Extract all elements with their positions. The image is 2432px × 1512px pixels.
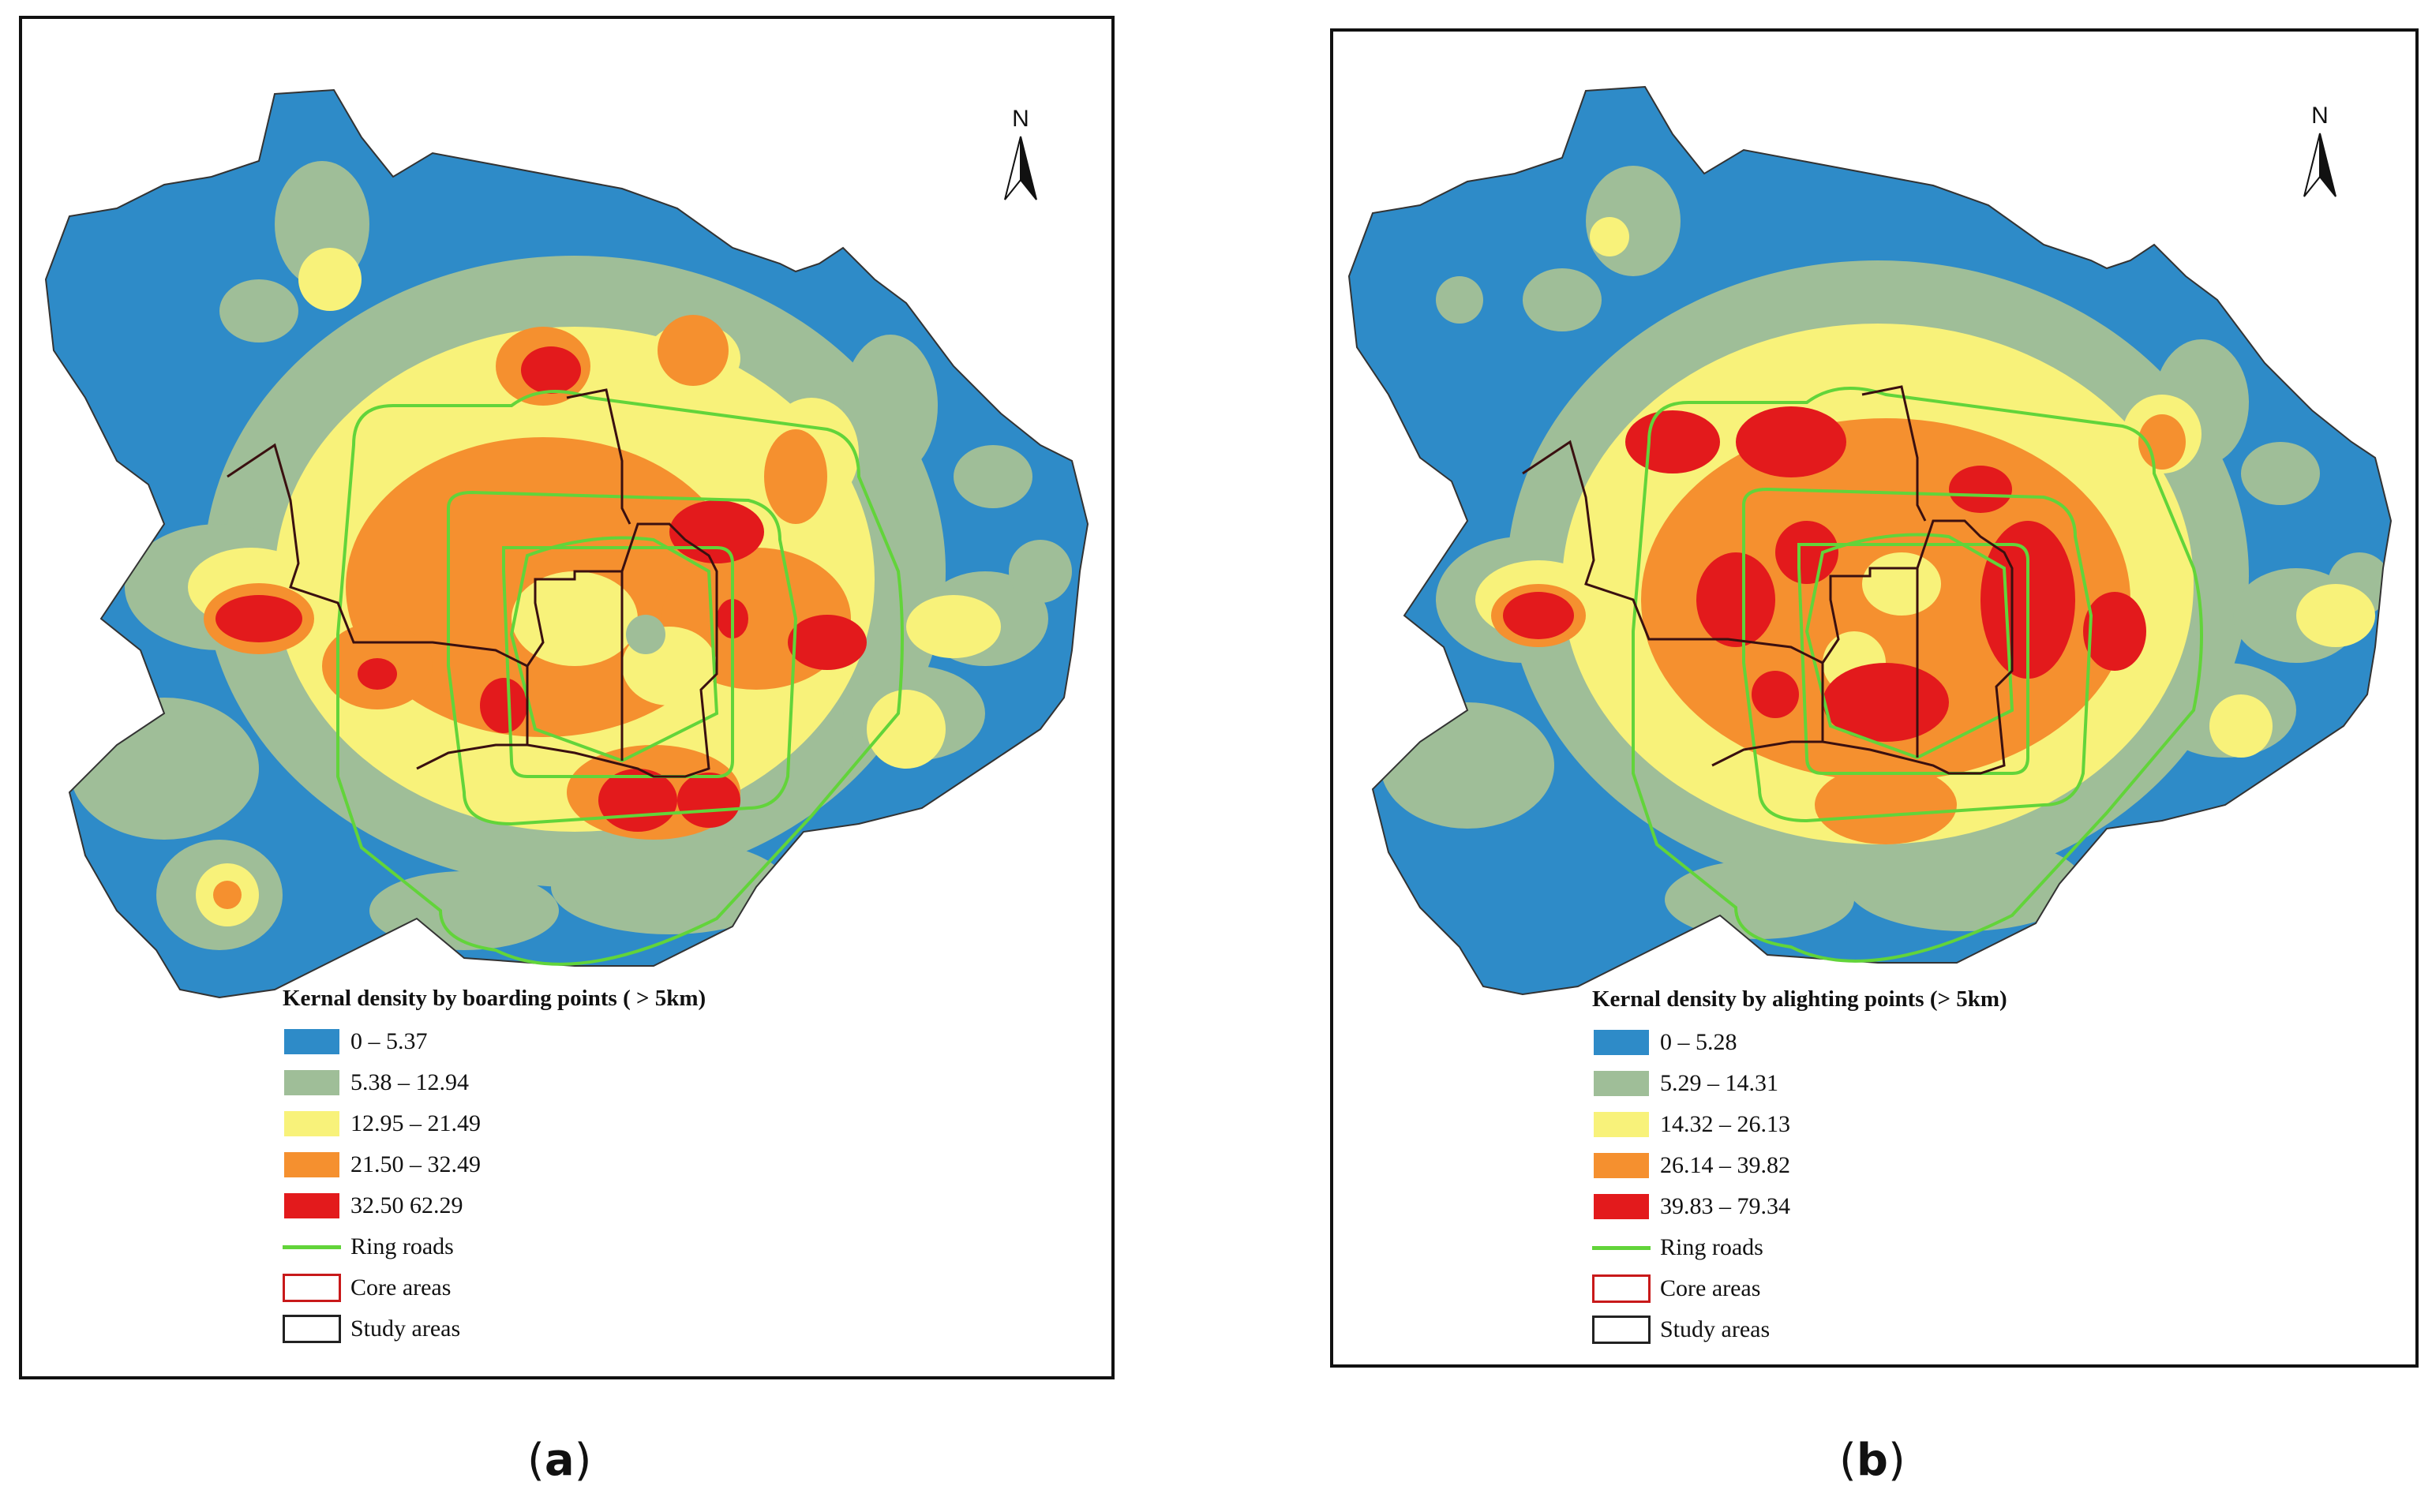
legend-item-class3: 12.95 – 21.49 [283,1103,706,1144]
north-arrow-a: N [1001,106,1040,208]
density-map-a [44,88,1089,999]
core-districts-b [1522,385,2014,775]
legend-title: Kernal density by boarding points ( > 5k… [283,986,706,1011]
legend-swatch [283,1192,341,1220]
ring-roads-a [336,390,904,966]
legend-swatch [1592,1151,1651,1180]
north-label: N [2311,103,2329,129]
legend-label: Study areas [1660,1316,1771,1342]
legend-swatch [1592,1069,1651,1098]
legend-item-class1: 0 – 5.28 [1592,1022,2007,1063]
study-area-boundary-b [1347,85,2393,996]
ring-roads-b [1632,387,2203,963]
legend-label: Ring roads [1660,1234,1763,1260]
legend-item-class5: 32.50 62.29 [283,1185,706,1226]
legend-item-core-areas: Core areas [1592,1268,2007,1309]
legend-item-class2: 5.29 – 14.31 [1592,1063,2007,1104]
legend-item-study-areas: Study areas [283,1308,706,1349]
legend-item-core-areas: Core areas [283,1267,706,1308]
legend-item-class3: 14.32 – 26.13 [1592,1104,2007,1145]
legend-item-class2: 5.38 – 12.94 [283,1062,706,1103]
legend-item-class1: 0 – 5.37 [283,1021,706,1062]
legend-swatch [283,1110,341,1138]
north-arrow-icon [1004,136,1037,200]
legend-item-ring-roads: Ring roads [283,1226,706,1267]
study-area-boundary-a [44,88,1089,999]
legend-a: Kernal density by boarding points ( > 5k… [283,986,706,1349]
density-map-b [1347,85,2393,996]
legend-title: Kernal density by alighting points (> 5k… [1592,986,2007,1012]
core-districts-a [227,388,718,778]
legend-swatch [283,1069,341,1097]
legend-label: 5.29 – 14.31 [1660,1070,1778,1096]
legend-label: 39.83 – 79.34 [1660,1193,1790,1219]
legend-swatch [283,1027,341,1056]
legend-item-class5: 39.83 – 79.34 [1592,1186,2007,1227]
legend-b: Kernal density by alighting points (> 5k… [1592,986,2007,1350]
legend-swatch [1592,1192,1651,1221]
legend-swatch [1592,1110,1651,1139]
legend-line-swatch [1592,1233,1651,1262]
caption-letter: b [1856,1435,1888,1486]
legend-label: 26.14 – 39.82 [1660,1152,1790,1178]
legend-label: 0 – 5.28 [1660,1029,1737,1055]
legend-box-swatch [283,1315,341,1343]
legend-label: 21.50 – 32.49 [350,1151,481,1177]
caption-letter: a [544,1435,575,1486]
legend-item-class4: 26.14 – 39.82 [1592,1145,2007,1186]
legend-label: Ring roads [350,1233,454,1259]
legend-label: 0 – 5.37 [350,1028,428,1054]
legend-box-swatch [1592,1274,1651,1303]
north-label: N [1012,106,1029,132]
legend-label: 14.32 – 26.13 [1660,1111,1790,1137]
map-panel-b: N Kernal density by alighting points (> … [1330,28,2419,1368]
legend-label: 12.95 – 21.49 [350,1110,481,1136]
legend-item-ring-roads: Ring roads [1592,1227,2007,1268]
legend-item-class4: 21.50 – 32.49 [283,1144,706,1185]
legend-label: 32.50 62.29 [350,1192,463,1218]
legend-box-swatch [1592,1316,1651,1344]
legend-label: 5.38 – 12.94 [350,1069,469,1095]
caption-a: (a) [527,1435,592,1486]
legend-label: Study areas [350,1316,461,1342]
legend-box-swatch [283,1274,341,1302]
legend-swatch [1592,1028,1651,1057]
legend-item-study-areas: Study areas [1592,1309,2007,1350]
legend-label: Core areas [1660,1275,1761,1301]
legend-line-swatch [283,1233,341,1261]
density-raster-a [46,90,1088,997]
north-arrow-icon [2303,133,2336,197]
legend-label: Core areas [350,1274,452,1301]
map-panel-a: N Kernal density by boarding points ( > … [19,16,1115,1379]
north-arrow-b: N [2300,103,2340,204]
caption-b: (b) [1839,1435,1906,1486]
legend-swatch [283,1151,341,1179]
